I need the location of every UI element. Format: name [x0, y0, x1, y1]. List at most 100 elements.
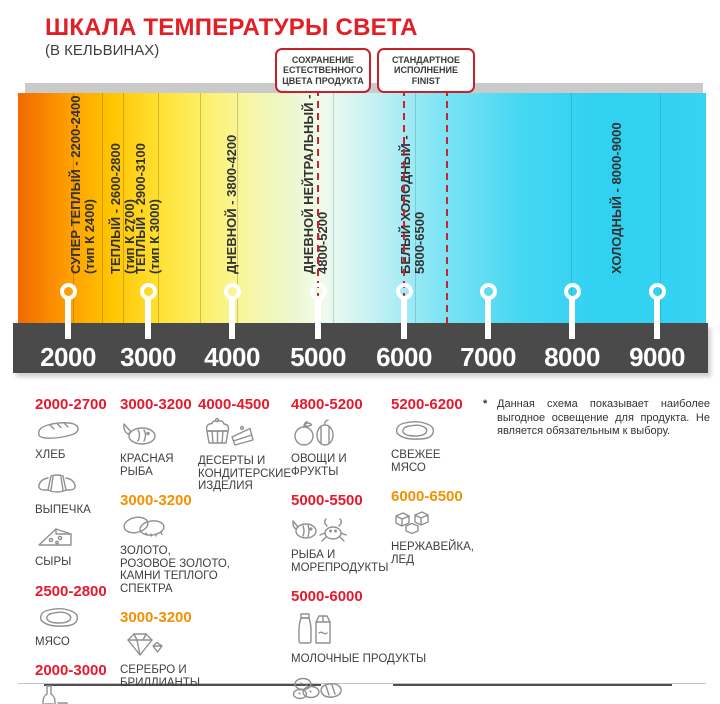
range-header: 4800-5200	[291, 396, 363, 413]
steak-icon	[391, 417, 474, 448]
product-label: СЕРЕБРО И БРИЛЛИАНТЫ	[120, 664, 201, 689]
fruits-icon	[291, 417, 426, 452]
product-section: 6000-6500 НЕРЖАВЕЙКА, ЛЕД	[391, 488, 474, 566]
cheese-icon	[35, 524, 107, 555]
axis-tick-6000: 6000	[376, 342, 432, 372]
kelvin-axis-bar	[13, 323, 708, 373]
range-header: 5000-5500	[291, 492, 363, 509]
ice-cubes-icon	[391, 509, 474, 540]
band-label-warm-3000: ТЕПЛЫЙ - 2900-3100 (тип К 3000)	[133, 143, 162, 274]
axis-tick-7000: 7000	[460, 342, 516, 372]
callout-natural-color-label: СОХРАНЕНИЕ ЕСТЕСТВЕННОГО ЦВЕТА ПРОДУКТА	[282, 54, 364, 86]
leader-line-5000k	[317, 89, 319, 323]
pin-5000k	[310, 283, 327, 300]
band-separator-line	[123, 93, 124, 323]
bottom-divider-segment	[44, 684, 321, 686]
band-separator-line	[237, 93, 238, 323]
product-label: МОЛОЧНЫЕ ПРОДУКТЫ	[291, 653, 427, 665]
page-title: ШКАЛА ТЕМПЕРАТУРЫ СВЕТА	[45, 14, 418, 41]
axis-tick-3000: 3000	[120, 342, 176, 372]
range-header: 2500-2800	[35, 582, 107, 600]
product-label: ЗОЛОТО, РОЗОВОЕ ЗОЛОТО, КАМНИ ТЕПЛОГО СП…	[120, 545, 230, 595]
pin-6000k-stem	[401, 299, 407, 339]
range-header: 6000-6500	[391, 488, 463, 505]
band-separator-line	[158, 93, 159, 323]
pin-8000k-stem	[569, 299, 575, 339]
range-header: 3000-3200	[120, 492, 192, 509]
pin-9000k	[649, 283, 666, 300]
band-separator-line	[571, 93, 572, 323]
product-label: ДЕСЕРТЫ И КОНДИТЕРСКИЕ ИЗДЕЛИЯ	[198, 455, 292, 492]
frozen-food-icon	[291, 674, 426, 704]
pin-2000k-stem	[65, 299, 71, 339]
dessert-icon	[198, 417, 291, 454]
range-header: 4000-4500	[198, 396, 270, 413]
leader-line-6500k	[446, 89, 448, 323]
axis-tick-5000: 5000	[290, 342, 346, 372]
band-separator-line	[73, 93, 74, 323]
product-section: 5000-5500 РЫБА И МОРЕПРОДУКТЫ	[291, 492, 426, 574]
range-header: 5000-6000	[291, 588, 363, 605]
product-column-5: 5200-6200 СВЕЖЕЕ МЯСО 6000-6500 НЕРЖАВЕЙ…	[391, 396, 474, 580]
product-label: НЕРЖАВЕЙКА, ЛЕД	[391, 541, 474, 566]
range-header: 3000-3200	[120, 609, 192, 626]
product-section: 5000-6000 МОЛОЧНЫЕ ПРОДУКТЫ ЗАМОРОЖЕННЫЕ…	[291, 588, 426, 704]
band-label-cold: ХОЛОДНЫЙ - 8000-9000	[609, 122, 624, 274]
product-column-2: 3000-3200 КРАСНАЯ РЫБА 3000-3200 ЗОЛОТО,…	[120, 396, 230, 703]
product-column-1: 2000-2700 ХЛЕБ ВЫПЕЧКА СЫРЫ 2500-2800 МЯ…	[35, 396, 107, 704]
range-header: 3000-3200	[120, 396, 192, 413]
wine-bottle-icon	[35, 683, 107, 704]
bottom-divider-segment	[393, 684, 672, 686]
pin-2000k	[60, 283, 77, 300]
pin-9000k-stem	[654, 299, 660, 339]
band-separator-line	[660, 93, 661, 323]
note-asterisk: *	[483, 398, 488, 410]
bottom-divider-line	[18, 683, 706, 684]
band-label-super-warm: СУПЕР ТЕПЛЫЙ - 2200-2400 (тип К 2400)	[68, 95, 97, 274]
product-column-4: 4800-5200 ОВОЩИ И ФРУКТЫ 5000-5500 РЫБА …	[291, 396, 426, 704]
product-column-3: 4000-4500 ДЕСЕРТЫ И КОНДИТЕРСКИЕ ИЗДЕЛИЯ	[198, 396, 291, 507]
band-separator-line	[333, 93, 334, 323]
range-header: 5200-6200	[391, 396, 463, 413]
band-separator-line	[102, 93, 103, 323]
product-label: ОВОЩИ И ФРУКТЫ	[291, 453, 347, 478]
product-section: 2000-2700 ХЛЕБ ВЫПЕЧКА СЫРЫ	[35, 396, 107, 569]
pin-4000k	[224, 283, 241, 300]
band-separator-line	[415, 93, 416, 323]
callout-natural-color: СОХРАНЕНИЕ ЕСТЕСТВЕННОГО ЦВЕТА ПРОДУКТА	[275, 48, 371, 93]
note-text: Данная схема показывает наиболее выгодно…	[497, 398, 710, 437]
steak-icon	[35, 604, 107, 635]
product-label: МЯСО	[35, 635, 70, 648]
dairy-icon	[291, 609, 426, 652]
product-section: 3000-3200 ЗОЛОТО, РОЗОВОЕ ЗОЛОТО, КАМНИ …	[120, 492, 230, 595]
product-label: ВЫПЕЧКА	[35, 503, 91, 516]
axis-tick-8000: 8000	[544, 342, 600, 372]
kelvin-gradient-bar	[18, 93, 706, 323]
product-section: 4800-5200 ОВОЩИ И ФРУКТЫ	[291, 396, 426, 478]
fish-icon	[120, 417, 230, 452]
leader-line-6000k	[403, 89, 405, 323]
product-section: 3000-3200 СЕРЕБРО И БРИЛЛИАНТЫ	[120, 609, 230, 689]
pin-7000k-stem	[485, 299, 491, 339]
axis-tick-2000: 2000	[40, 342, 96, 372]
product-label: СВЕЖЕЕ МЯСО	[391, 449, 441, 474]
product-section: 4000-4500 ДЕСЕРТЫ И КОНДИТЕРСКИЕ ИЗДЕЛИЯ	[198, 396, 291, 493]
seafood-icon	[291, 513, 426, 548]
pin-8000k	[564, 283, 581, 300]
pin-6000k	[396, 283, 413, 300]
band-separator-line	[200, 93, 201, 323]
product-label: СЫРЫ	[35, 556, 72, 568]
range-header: 2000-3000	[35, 662, 107, 679]
axis-tick-9000: 9000	[629, 342, 685, 372]
pin-7000k	[480, 283, 497, 300]
product-label: КРАСНАЯ РЫБА	[120, 453, 174, 478]
pin-3000k	[140, 283, 157, 300]
croissant-icon	[35, 470, 107, 503]
band-label-day-neutral: ДНЕВНОЙ НЕЙТРАЛЬНЫЙ - 4800-5200	[301, 94, 330, 274]
product-section: 2000-3000 АКОГОЛЬ	[35, 662, 107, 704]
product-section: 3000-3200 КРАСНАЯ РЫБА	[120, 396, 230, 478]
callout-standard-finist: СТАНДАРТНОЕ ИСПОЛНЕНИЕ FINIST	[377, 48, 475, 93]
diamond-icon	[120, 630, 230, 663]
band-label-daylight: ДНЕВНОЙ - 3800-4200	[224, 134, 239, 274]
